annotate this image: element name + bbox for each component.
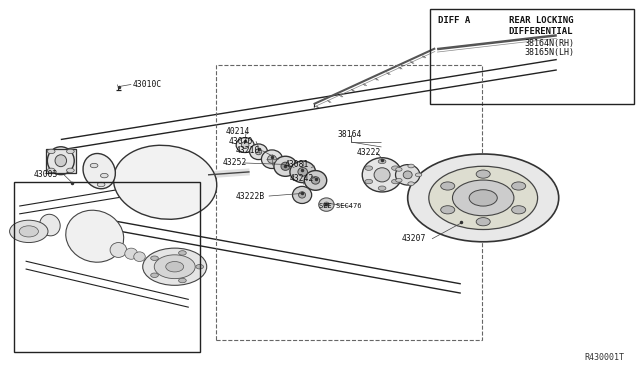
Text: 43010C: 43010C <box>133 80 163 89</box>
Ellipse shape <box>250 144 268 160</box>
Circle shape <box>396 167 402 171</box>
Ellipse shape <box>134 252 145 262</box>
Circle shape <box>150 256 158 260</box>
Circle shape <box>441 206 455 214</box>
Ellipse shape <box>374 168 390 182</box>
Circle shape <box>469 190 497 206</box>
Circle shape <box>179 251 186 255</box>
Ellipse shape <box>40 214 60 236</box>
Text: 43252: 43252 <box>223 158 247 167</box>
Text: DIFF A: DIFF A <box>438 16 470 25</box>
Ellipse shape <box>125 248 138 259</box>
Text: DIFFERENTIAL: DIFFERENTIAL <box>509 27 573 36</box>
Circle shape <box>378 186 386 190</box>
Bar <box>430 9 634 104</box>
Text: 38164: 38164 <box>337 130 362 139</box>
Text: REAR LOCKING: REAR LOCKING <box>509 16 573 25</box>
Circle shape <box>90 163 98 168</box>
Circle shape <box>408 164 414 168</box>
Circle shape <box>365 179 372 184</box>
Circle shape <box>511 206 525 214</box>
Ellipse shape <box>305 170 326 190</box>
Ellipse shape <box>47 147 74 175</box>
Text: 43070: 43070 <box>229 137 253 146</box>
Text: 43207: 43207 <box>402 234 426 243</box>
Ellipse shape <box>274 156 297 176</box>
Text: 43003: 43003 <box>33 170 58 179</box>
Circle shape <box>408 182 414 186</box>
Ellipse shape <box>403 171 412 179</box>
Ellipse shape <box>311 177 320 184</box>
Text: 43222: 43222 <box>357 148 381 157</box>
Text: 43222B: 43222B <box>236 192 265 201</box>
Ellipse shape <box>290 161 316 183</box>
Circle shape <box>392 179 399 184</box>
Ellipse shape <box>298 192 306 198</box>
Ellipse shape <box>298 167 307 176</box>
Ellipse shape <box>83 154 115 189</box>
Ellipse shape <box>319 198 334 211</box>
Text: 43210: 43210 <box>236 146 260 155</box>
Bar <box>14 182 200 352</box>
Circle shape <box>415 173 422 177</box>
Circle shape <box>196 264 204 269</box>
Bar <box>216 65 482 340</box>
Text: R430001T: R430001T <box>584 353 624 362</box>
Ellipse shape <box>110 243 127 257</box>
Circle shape <box>365 166 372 170</box>
Circle shape <box>476 218 490 226</box>
Ellipse shape <box>113 145 217 219</box>
Circle shape <box>476 170 490 178</box>
Ellipse shape <box>262 150 283 169</box>
Ellipse shape <box>323 202 329 207</box>
Circle shape <box>154 255 195 279</box>
Circle shape <box>166 262 184 272</box>
Circle shape <box>150 273 158 278</box>
Ellipse shape <box>396 165 420 185</box>
Text: 43242: 43242 <box>289 174 314 183</box>
Ellipse shape <box>66 210 124 262</box>
Circle shape <box>19 226 38 237</box>
Circle shape <box>97 182 105 187</box>
Text: SEE SEC476: SEE SEC476 <box>319 203 361 209</box>
Circle shape <box>100 173 108 178</box>
Circle shape <box>452 180 514 216</box>
Ellipse shape <box>255 149 262 155</box>
Text: 40214: 40214 <box>225 127 250 136</box>
Text: 43081: 43081 <box>285 160 309 169</box>
Ellipse shape <box>241 142 249 148</box>
Circle shape <box>67 149 74 154</box>
Circle shape <box>441 182 455 190</box>
Circle shape <box>47 149 55 154</box>
Circle shape <box>10 220 48 243</box>
Ellipse shape <box>268 155 276 163</box>
Circle shape <box>179 278 186 283</box>
Text: 38165N(LH): 38165N(LH) <box>525 48 575 57</box>
Circle shape <box>143 248 207 285</box>
Circle shape <box>378 159 386 164</box>
Ellipse shape <box>281 162 290 170</box>
Ellipse shape <box>55 155 67 167</box>
Circle shape <box>47 168 55 173</box>
Ellipse shape <box>236 138 254 153</box>
Ellipse shape <box>362 158 402 192</box>
Polygon shape <box>46 149 76 173</box>
Circle shape <box>67 168 74 173</box>
Text: 38164N(RH): 38164N(RH) <box>525 39 575 48</box>
Circle shape <box>396 179 402 182</box>
Circle shape <box>392 166 399 170</box>
Ellipse shape <box>292 186 312 203</box>
Circle shape <box>408 154 559 242</box>
Circle shape <box>511 182 525 190</box>
Circle shape <box>429 166 538 230</box>
